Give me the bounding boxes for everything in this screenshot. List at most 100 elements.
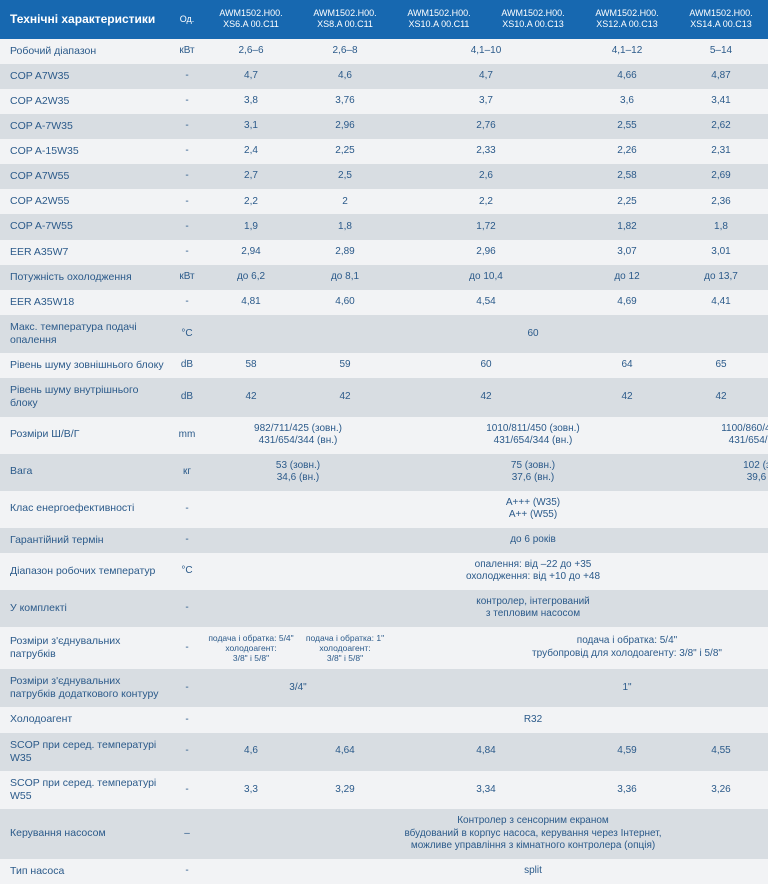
row-label: Розміри з'єднувальних патрубків bbox=[0, 627, 170, 670]
row-unit: - bbox=[170, 214, 204, 239]
row-cell: 60 bbox=[392, 353, 580, 378]
spec-table: Технічні характеристики Од. AWM1502.H00.… bbox=[0, 0, 768, 884]
row-label: Тип насоса bbox=[0, 859, 170, 884]
table-row: Розміри з'єднувальних патрубків-подача і… bbox=[0, 627, 768, 670]
row-cell: 4,69 bbox=[580, 290, 674, 315]
row-cell: 1,8 bbox=[298, 214, 392, 239]
row-cell: 2,96 bbox=[298, 114, 392, 139]
row-label: COP A-15W35 bbox=[0, 139, 170, 164]
row-cell: 1,82 bbox=[580, 214, 674, 239]
row-cell: 2,26 bbox=[580, 139, 674, 164]
row-cell: 64 bbox=[580, 353, 674, 378]
row-cell: 3,8 bbox=[204, 89, 298, 114]
row-cell: 2,55 bbox=[580, 114, 674, 139]
row-cell: 4,87 bbox=[674, 64, 768, 89]
table-row: Вагакг53 (зовн.)34,6 (вн.)75 (зовн.)37,6… bbox=[0, 454, 768, 491]
row-cell: 2,33 bbox=[392, 139, 580, 164]
row-cell: 4,54 bbox=[392, 290, 580, 315]
row-cell: 1100/860/492 (зовн.)431/654/344 (вн.) bbox=[674, 417, 768, 454]
row-cell: 4,81 bbox=[204, 290, 298, 315]
row-label: Рівень шуму внутрішнього блоку bbox=[0, 378, 170, 416]
row-cell: 3,7 bbox=[392, 89, 580, 114]
row-cell: 42 bbox=[204, 378, 298, 416]
table-row: Рівень шуму зовнішнього блокуdB585960646… bbox=[0, 353, 768, 378]
row-label: Рівень шуму зовнішнього блоку bbox=[0, 353, 170, 378]
row-cell: 2,94 bbox=[204, 240, 298, 265]
row-unit: - bbox=[170, 491, 204, 528]
row-cell: подача і обратка: 5/4"трубопровід для хо… bbox=[392, 627, 768, 670]
row-cell: 3,41 bbox=[674, 89, 768, 114]
row-label: SCOP при серед. температурі W55 bbox=[0, 771, 170, 809]
header-title: Технічні характеристики bbox=[0, 0, 170, 39]
row-cell: 4,55 bbox=[674, 733, 768, 771]
row-cell: 3,6 bbox=[580, 89, 674, 114]
table-row: У комплекті-контролер, інтегрованийз теп… bbox=[0, 590, 768, 627]
row-cell: 58 bbox=[204, 353, 298, 378]
row-label: EER A35W18 bbox=[0, 290, 170, 315]
row-unit: - bbox=[170, 707, 204, 732]
row-cell: R32 bbox=[204, 707, 768, 732]
row-cell: 4,84 bbox=[392, 733, 580, 771]
row-cell: 982/711/425 (зовн.)431/654/344 (вн.) bbox=[204, 417, 392, 454]
row-cell: A+++ (W35)A++ (W55) bbox=[204, 491, 768, 528]
table-row: COP A-7W35-3,12,962,762,552,622,61 bbox=[0, 114, 768, 139]
row-cell: 60 bbox=[204, 315, 768, 353]
row-cell: 1,9 bbox=[204, 214, 298, 239]
table-row: Рівень шуму внутрішнього блокуdB42424242… bbox=[0, 378, 768, 416]
row-cell: 53 (зовн.)34,6 (вн.) bbox=[204, 454, 392, 491]
table-header: Технічні характеристики Од. AWM1502.H00.… bbox=[0, 0, 768, 39]
row-label: Вага bbox=[0, 454, 170, 491]
row-cell: подача і обратка: 5/4"холодоагент:3/8" і… bbox=[204, 627, 298, 670]
row-cell: Контролер з сенсорним екраномвбудований … bbox=[204, 809, 768, 859]
row-cell: 4,41 bbox=[674, 290, 768, 315]
row-cell: 3,29 bbox=[298, 771, 392, 809]
row-cell: 65 bbox=[674, 353, 768, 378]
table-row: Холодоагент-R32 bbox=[0, 707, 768, 732]
row-cell: 4,6 bbox=[204, 733, 298, 771]
table-row: COP A7W55-2,72,52,62,582,692,99 bbox=[0, 164, 768, 189]
row-cell: 1" bbox=[392, 669, 768, 707]
row-unit: - bbox=[170, 240, 204, 265]
row-cell: 2,89 bbox=[298, 240, 392, 265]
row-cell: 4,7 bbox=[392, 64, 580, 89]
row-unit: - bbox=[170, 89, 204, 114]
header-model-1: AWM1502.H00.XS8.A 00.C11 bbox=[298, 0, 392, 39]
row-cell: 42 bbox=[580, 378, 674, 416]
row-label: Макс. температура подачі опалення bbox=[0, 315, 170, 353]
row-cell: 1,72 bbox=[392, 214, 580, 239]
row-cell: до 13,7 bbox=[674, 265, 768, 290]
table-row: SCOP при серед. температурі W55-3,33,293… bbox=[0, 771, 768, 809]
row-label: COP A7W35 bbox=[0, 64, 170, 89]
row-label: Холодоагент bbox=[0, 707, 170, 732]
row-cell: 1,8 bbox=[674, 214, 768, 239]
row-cell: опалення: від –22 до +35охолодження: від… bbox=[204, 553, 768, 590]
row-unit: - bbox=[170, 859, 204, 884]
row-cell: 3,34 bbox=[392, 771, 580, 809]
row-cell: 2,6–6 bbox=[204, 39, 298, 64]
row-cell: 3,1 bbox=[204, 114, 298, 139]
row-cell: подача і обратка: 1"холодоагент:3/8" і 5… bbox=[298, 627, 392, 670]
table-row: Макс. температура подачі опалення°C60 bbox=[0, 315, 768, 353]
row-cell: 2,76 bbox=[392, 114, 580, 139]
table-row: Клас енергоефективності-A+++ (W35)A++ (W… bbox=[0, 491, 768, 528]
row-label: Гарантійний термін bbox=[0, 528, 170, 553]
row-unit: dB bbox=[170, 378, 204, 416]
row-cell: 2,69 bbox=[674, 164, 768, 189]
row-cell: 4,59 bbox=[580, 733, 674, 771]
row-label: Розміри Ш/В/Г bbox=[0, 417, 170, 454]
row-cell: 102 (зовн.)39,6 (вн.) bbox=[674, 454, 768, 491]
row-cell: 42 bbox=[298, 378, 392, 416]
row-cell: 4,66 bbox=[580, 64, 674, 89]
row-cell: 3,76 bbox=[298, 89, 392, 114]
row-unit: - bbox=[170, 528, 204, 553]
row-cell: 2,25 bbox=[580, 189, 674, 214]
row-cell: 2 bbox=[298, 189, 392, 214]
header-model-5: AWM1502.H00.XS14.A 00.C13 bbox=[674, 0, 768, 39]
row-unit: - bbox=[170, 139, 204, 164]
row-label: Керування насосом bbox=[0, 809, 170, 859]
row-unit: - bbox=[170, 290, 204, 315]
row-cell: 4,60 bbox=[298, 290, 392, 315]
row-cell: 2,58 bbox=[580, 164, 674, 189]
row-cell: до 10,4 bbox=[392, 265, 580, 290]
row-label: Клас енергоефективності bbox=[0, 491, 170, 528]
